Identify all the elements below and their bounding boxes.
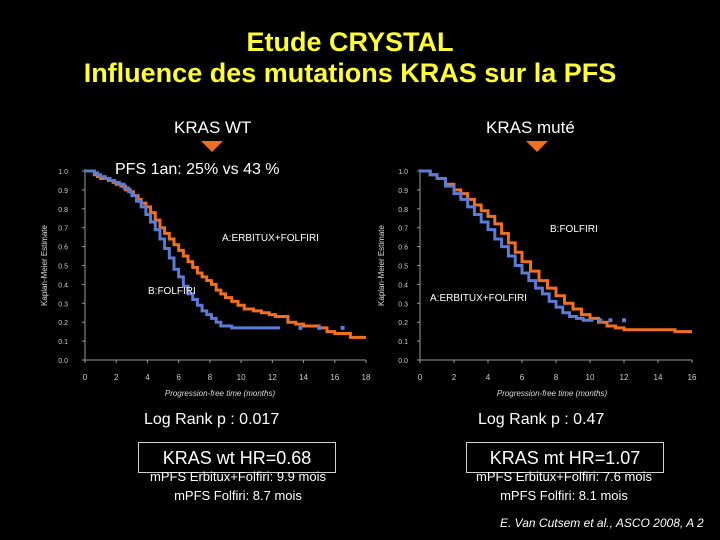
- marker-mute-icon: [526, 141, 548, 152]
- mpfs-mt: mPFS Erbitux+Folfiri: 7.6 mois mPFS Folf…: [444, 467, 684, 505]
- mpfs-mt-erbitux: mPFS Erbitux+Folfiri: 7.6 mois: [476, 469, 652, 484]
- km-curve-b-folfiri: [85, 169, 281, 330]
- log-rank-wt: Log Rank p : 0.017: [144, 411, 280, 428]
- y-tick-label: 0.7: [58, 226, 68, 233]
- hr-wt-text: KRAS wt HR=0.68: [162, 448, 312, 468]
- hr-mt-text: KRAS mt HR=1.07: [489, 448, 641, 468]
- km-chart-kras-wt: 0.0 0.1 0.2 0.3 0.4 0.5 0.6 0.7 0.8 0.9 1.0 0 2 4 6 8 10…: [40, 169, 371, 398]
- x-tick-label: 16: [330, 373, 339, 382]
- log-rank-mt: Log Rank p : 0.47: [478, 411, 605, 428]
- x-tick-label: 2: [452, 373, 457, 382]
- y-tick-label: 0.4: [398, 282, 408, 289]
- x-tick-label: 6: [520, 373, 525, 382]
- censor-mark: [598, 318, 603, 323]
- x-tick-label: 4: [145, 373, 150, 382]
- x-tick-label: 10: [237, 373, 246, 382]
- reference: E. Van Cutsem et al., ASCO 2008, A 2: [500, 516, 704, 530]
- hr-box-wt: KRAS wt HR=0.68: [138, 442, 336, 473]
- y-tick-label: 0.0: [398, 358, 408, 365]
- pfs-1an-label: PFS 1an: 25% vs 43 %: [115, 161, 280, 178]
- km-chart-kras-mute: 0.0 0.1 0.2 0.3 0.4 0.5 0.6 0.7 0.8 0.9 1.0 0 2 4 6 8 10…: [377, 169, 697, 398]
- curve-annotation: B:FOLFIRI: [550, 224, 598, 235]
- censor-mark: [340, 325, 345, 330]
- x-tick-label: 18: [362, 373, 371, 382]
- x-tick-label: 4: [486, 373, 491, 382]
- km-curve-a-erbitux-folfiri: [85, 169, 366, 339]
- x-tick-label: 0: [418, 373, 423, 382]
- x-axis-label: Progression-free time (months): [165, 389, 276, 398]
- mpfs-mt-folfiri: mPFS Folfiri: 8.1 mois: [500, 488, 628, 503]
- y-tick-label: 0.9: [398, 188, 408, 195]
- y-axis-label: Kaplan-Meier Estimate: [40, 224, 49, 305]
- censor-mark: [608, 318, 613, 323]
- x-tick-label: 8: [208, 373, 213, 382]
- y-tick-label: 0.9: [58, 188, 68, 195]
- curve-annotation: A:ERBITUX+FOLFIRI: [430, 293, 527, 304]
- curve-annotation: A:ERBITUX+FOLFIRI: [222, 233, 319, 244]
- censor-mark: [298, 325, 303, 330]
- mpfs-wt: mPFS Erbitux+Folfiri: 9.9 mois mPFS Folf…: [118, 467, 358, 505]
- mpfs-wt-folfiri: mPFS Folfiri: 8.7 mois: [174, 488, 302, 503]
- x-tick-label: 16: [688, 373, 697, 382]
- y-tick-label: 0.6: [58, 245, 68, 252]
- page-subtitle: Influence des mutations KRAS sur la PFS: [83, 58, 617, 88]
- x-tick-label: 10: [586, 373, 595, 382]
- x-tick-label: 12: [620, 373, 629, 382]
- y-tick-label: 0.2: [58, 320, 68, 327]
- y-tick-label: 0.7: [398, 226, 408, 233]
- panel-title-kras-wt: KRAS WT: [174, 118, 252, 137]
- y-tick-label: 0.8: [398, 207, 408, 214]
- y-tick-label: 1.0: [398, 169, 408, 176]
- y-tick-label: 0.6: [398, 245, 408, 252]
- y-tick-label: 0.5: [58, 264, 68, 271]
- y-tick-label: 0.2: [398, 320, 408, 327]
- y-tick-label: 0.5: [398, 264, 408, 271]
- y-tick-label: 0.1: [398, 339, 408, 346]
- y-tick-label: 0.8: [58, 207, 68, 214]
- y-tick-label: 0.0: [58, 358, 68, 365]
- x-tick-label: 14: [654, 373, 663, 382]
- marker-wt-icon: [201, 141, 223, 152]
- x-tick-label: 8: [554, 373, 559, 382]
- x-tick-label: 14: [299, 373, 308, 382]
- x-tick-label: 12: [268, 373, 277, 382]
- y-axis-label: Kaplan-Meier Estimate: [377, 224, 386, 305]
- page-title: Etude CRYSTAL: [246, 27, 454, 57]
- hr-box-mt: KRAS mt HR=1.07: [466, 442, 664, 473]
- y-tick-label: 0.1: [58, 339, 68, 346]
- censor-mark: [622, 318, 626, 323]
- km-curve-a-erbitux-folfiri: [420, 169, 594, 322]
- x-axis-label: Progression-free time (months): [497, 389, 608, 398]
- panel-title-kras-mute: KRAS muté: [486, 118, 575, 137]
- curve-annotation: B:FOLFIRI: [148, 286, 196, 297]
- y-tick-label: 0.4: [58, 282, 68, 289]
- mpfs-wt-erbitux: mPFS Erbitux+Folfiri: 9.9 mois: [150, 469, 326, 484]
- x-tick-label: 6: [176, 373, 181, 382]
- x-tick-label: 2: [114, 373, 119, 382]
- y-tick-label: 0.3: [398, 301, 408, 308]
- y-tick-label: 0.3: [58, 301, 68, 308]
- y-tick-label: 1.0: [58, 169, 68, 176]
- censor-mark: [317, 325, 322, 330]
- x-tick-label: 0: [83, 373, 88, 382]
